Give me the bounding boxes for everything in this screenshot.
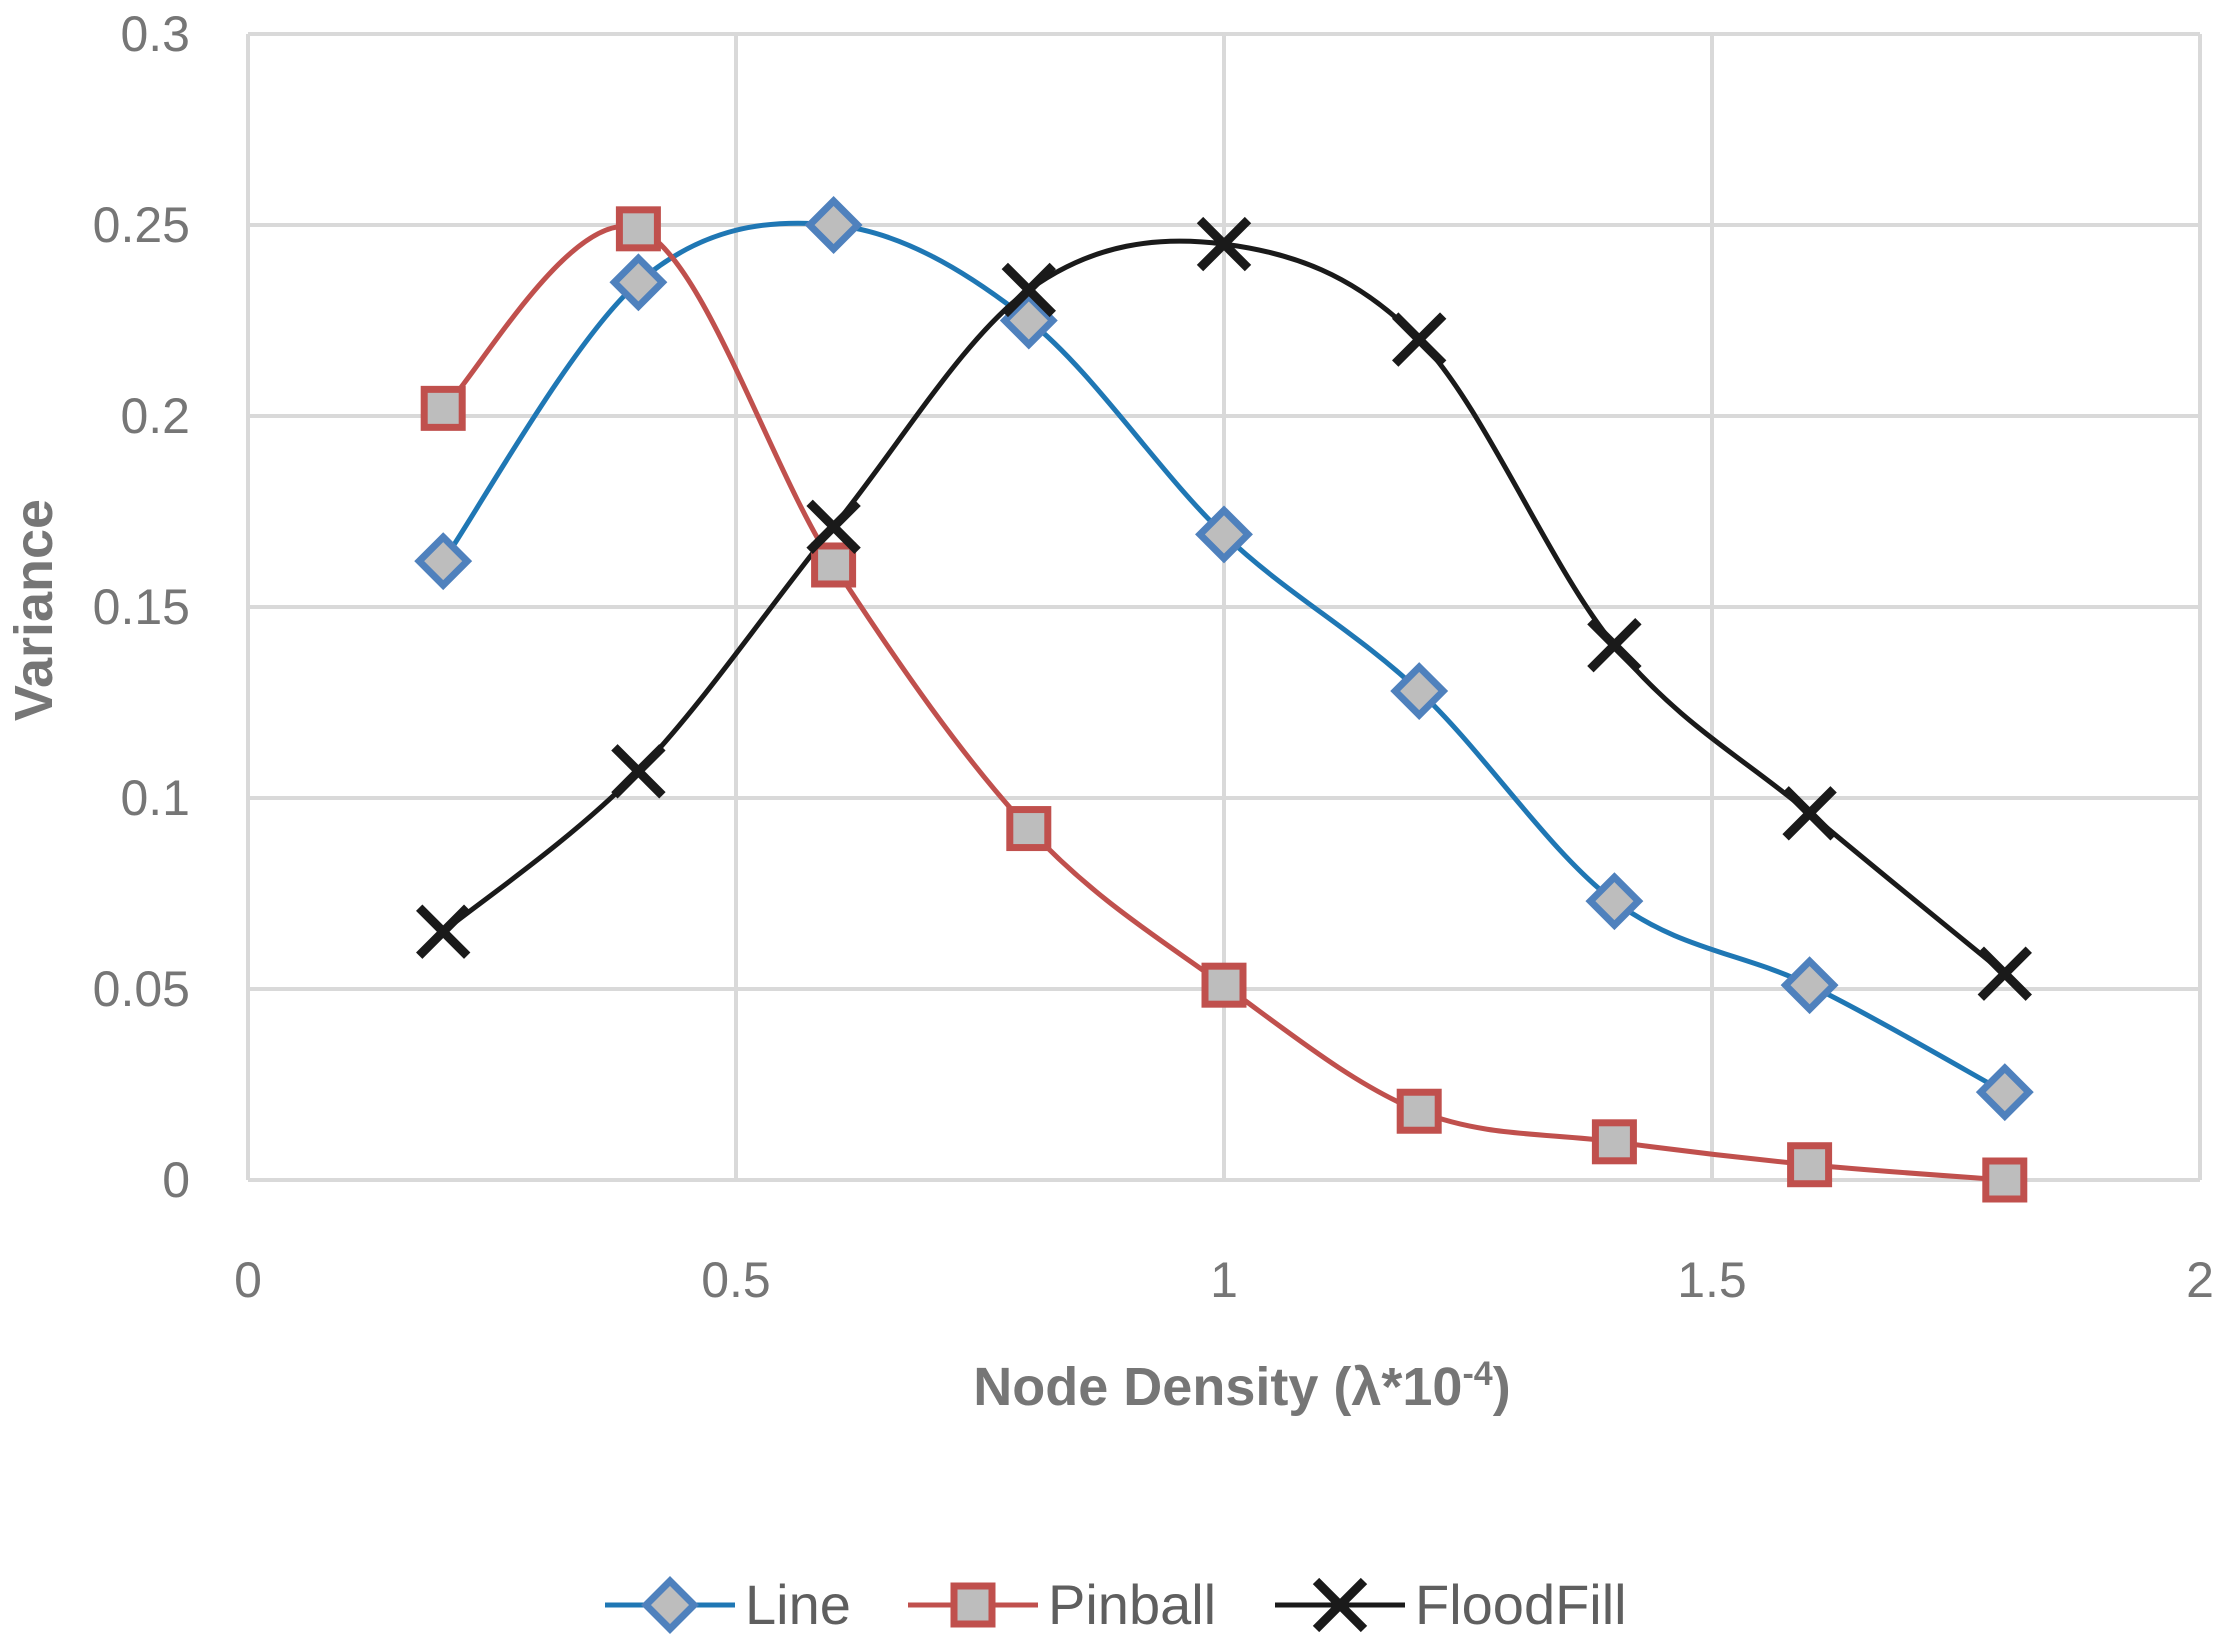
y-tick-label: 0.15 <box>93 579 190 635</box>
x-tick-label: 2 <box>2186 1252 2214 1308</box>
x-axis-title-suffix: ) <box>1493 1357 1511 1417</box>
y-axis-title: Variance <box>4 499 64 721</box>
x-tick-label: 0.5 <box>701 1252 771 1308</box>
y-tick-label: 0.3 <box>120 6 190 62</box>
data-point-pinball <box>1787 1142 1833 1188</box>
legend-marker <box>641 1576 699 1634</box>
data-point-floodfill <box>806 499 861 554</box>
data-point-pinball <box>1006 806 1052 852</box>
data-point-floodfill <box>611 744 666 799</box>
data-point-pinball <box>615 206 661 252</box>
y-tick-label: 0 <box>162 1152 190 1208</box>
data-point-line <box>1195 505 1253 564</box>
x-tick-label: 1 <box>1210 1252 1238 1308</box>
data-point-floodfill <box>1392 312 1447 367</box>
data-point-floodfill <box>1001 262 1056 318</box>
data-point-pinball <box>420 385 466 431</box>
data-point-floodfill <box>1977 946 2032 1001</box>
legend-item-pinball: Pinball <box>908 1573 1216 1636</box>
y-tick-label: 0.25 <box>93 197 190 253</box>
data-point-line <box>414 532 473 591</box>
legend-item-line: Line <box>605 1573 851 1636</box>
legend-marker <box>1312 1577 1368 1633</box>
data-point-line <box>1780 956 1839 1015</box>
x-tick-label: 1.5 <box>1677 1252 1747 1308</box>
legend-label: Line <box>745 1573 851 1636</box>
y-axis-ticks: 0 0.05 0.1 0.15 0.2 0.25 0.3 <box>93 6 190 1208</box>
data-point-pinball <box>1591 1119 1637 1165</box>
data-point-pinball <box>1201 962 1247 1008</box>
data-point-pinball <box>1396 1088 1442 1134</box>
gridlines <box>246 32 2202 1182</box>
data-point-line <box>1390 662 1449 720</box>
data-point-line <box>1975 1063 2034 1122</box>
x-axis-title-main: Node Density (λ*10 <box>973 1357 1462 1417</box>
data-point-line <box>609 253 668 312</box>
data-point-pinball <box>811 542 857 588</box>
y-tick-label: 0.05 <box>93 961 190 1017</box>
data-point-floodfill <box>416 904 471 959</box>
series-line-pinball <box>441 223 2005 1183</box>
series-markers <box>414 196 2034 1203</box>
legend: Line Pinball FloodFill <box>605 1573 1627 1636</box>
legend-marker <box>950 1582 996 1628</box>
data-point-floodfill <box>1782 786 1837 841</box>
data-point-line <box>804 196 863 254</box>
data-point-line <box>1585 872 1644 931</box>
data-point-pinball <box>1982 1157 2028 1203</box>
markers-line <box>414 196 2034 1122</box>
x-tick-label: 0 <box>234 1252 262 1308</box>
legend-label: FloodFill <box>1415 1573 1627 1636</box>
legend-label: Pinball <box>1048 1573 1216 1636</box>
markers-floodfill <box>416 216 2032 1001</box>
data-point-floodfill <box>1196 216 1252 272</box>
x-axis-ticks: 0 0.5 1 1.5 2 <box>234 1252 2214 1308</box>
data-point-floodfill <box>1587 618 1642 673</box>
y-tick-label: 0.2 <box>120 388 190 444</box>
x-axis-title-superscript: -4 <box>1462 1355 1492 1393</box>
legend-item-floodfill: FloodFill <box>1275 1573 1627 1636</box>
markers-pinball <box>420 206 2028 1203</box>
y-tick-label: 0.1 <box>120 770 190 826</box>
x-axis-title: Node Density (λ*10-4) <box>973 1355 1510 1417</box>
data-point-line <box>999 291 1058 350</box>
